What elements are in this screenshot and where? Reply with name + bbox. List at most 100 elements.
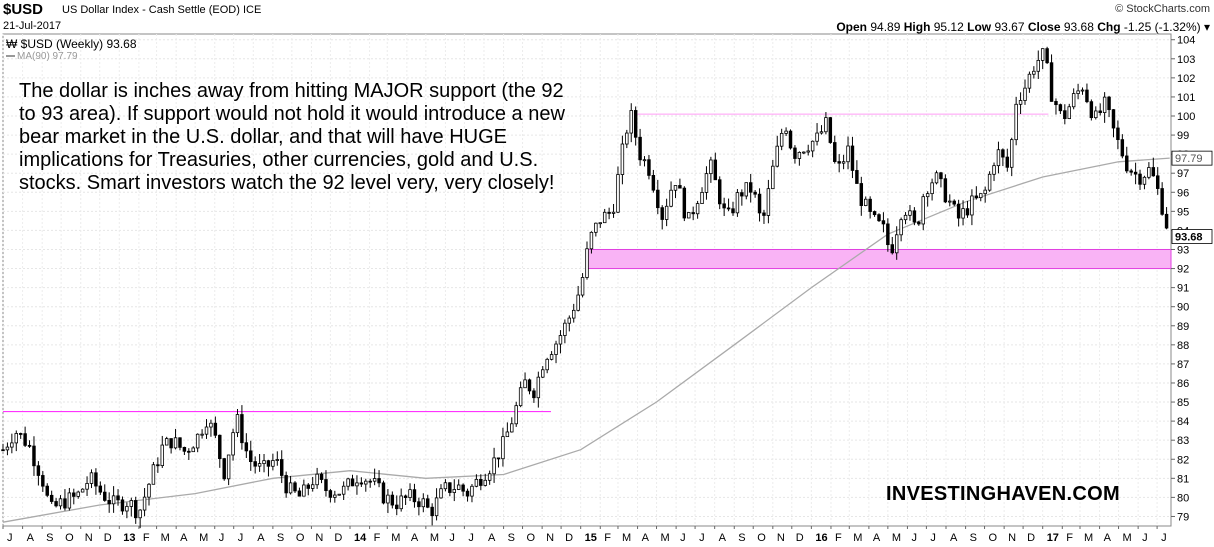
candle-body <box>846 145 850 163</box>
y-tick-label: 89 <box>1177 321 1189 333</box>
x-tick-label: 17 <box>1047 532 1059 544</box>
y-tick-label: 97 <box>1177 168 1189 180</box>
candle-body <box>748 182 753 193</box>
candle-body <box>894 234 899 254</box>
candle-body <box>1023 87 1027 101</box>
x-tick-label: D <box>1027 532 1035 544</box>
candle-body <box>32 445 36 467</box>
candle-body <box>572 309 576 319</box>
candle-body <box>1125 155 1129 172</box>
candle-body <box>496 457 501 460</box>
candle-body <box>855 170 859 184</box>
candle-body <box>257 463 262 467</box>
candle-body <box>558 335 563 345</box>
candle-body <box>594 222 598 233</box>
candle-body <box>620 143 625 175</box>
candle-body <box>98 485 103 493</box>
dropdown-arrow-icon[interactable]: ▾ <box>1203 20 1210 34</box>
x-tick-label: M <box>661 532 670 544</box>
x-tick-label: O <box>757 532 766 544</box>
candle-body <box>660 207 664 220</box>
candle-body <box>67 492 72 509</box>
candle-body <box>1080 89 1085 92</box>
candle-body <box>151 464 156 485</box>
watermark: INVESTINGHAVEN.COM <box>886 483 1120 505</box>
candle-body <box>1133 171 1138 175</box>
candle-body <box>54 501 58 507</box>
candle-body <box>793 147 797 159</box>
candle-body <box>492 457 496 475</box>
candle-body <box>806 150 810 153</box>
candle-body <box>545 358 549 371</box>
candle-body <box>5 446 10 451</box>
candle-body <box>642 159 647 162</box>
candle-body <box>510 423 514 433</box>
candle-body <box>731 208 735 214</box>
candle-body <box>695 203 700 215</box>
x-tick-label: 16 <box>815 532 827 544</box>
candle-body <box>302 484 306 497</box>
x-tick-label: J <box>1161 532 1167 544</box>
exchange-text: ICE <box>242 4 262 16</box>
y-tick-label: 85 <box>1177 397 1189 409</box>
candle-body <box>691 212 695 215</box>
x-tick-label: 15 <box>585 532 597 544</box>
candlestick-layer <box>1 46 1169 529</box>
candle-body <box>735 192 740 214</box>
candle-body <box>381 482 386 504</box>
legend-main-text: $USD (Weekly) 93.68 <box>20 37 137 51</box>
candle-body <box>333 494 337 498</box>
candle-body <box>182 446 187 452</box>
candle-body <box>1120 139 1125 157</box>
candle-body <box>979 193 983 199</box>
candle-body <box>72 492 76 497</box>
candle-body <box>704 173 709 193</box>
candle-body <box>589 231 594 250</box>
candle-body <box>1138 173 1142 185</box>
candle-legend-icon: ₩ <box>6 37 18 51</box>
candle-body <box>41 475 45 487</box>
candle-body <box>430 506 434 517</box>
x-tick-label: A <box>488 532 496 544</box>
candle-body <box>399 495 403 510</box>
candle-body <box>147 483 151 498</box>
candle-body <box>983 189 987 195</box>
candle-body <box>771 165 775 190</box>
y-tick-label: 95 <box>1177 206 1189 218</box>
candle-body <box>1089 101 1094 119</box>
candle-body <box>355 482 359 487</box>
candle-body <box>859 183 864 206</box>
candle-body <box>501 436 505 460</box>
candle-body <box>169 438 173 449</box>
candle-body <box>386 494 390 504</box>
candle-body <box>377 478 381 484</box>
candle-body <box>956 203 961 219</box>
candle-body <box>1107 96 1111 111</box>
candle-body <box>204 426 209 435</box>
y-tick-label: 81 <box>1177 473 1189 485</box>
candle-body <box>527 379 532 392</box>
candle-body <box>89 472 94 484</box>
candle-body <box>992 165 996 175</box>
candle-body <box>934 172 939 184</box>
support-zone-layer <box>585 248 1172 270</box>
annotation-text: The dollar is inches away from hitting M… <box>19 80 565 194</box>
candle-body <box>563 322 567 336</box>
y-tick-label: 93 <box>1177 244 1189 256</box>
candle-body <box>1001 149 1005 158</box>
candle-body <box>359 482 364 485</box>
candle-body <box>253 461 257 467</box>
candle-body <box>107 499 111 505</box>
candle-body <box>1063 110 1067 120</box>
candle-body <box>607 211 611 214</box>
y-tick-label: 103 <box>1177 54 1195 66</box>
x-tick-label: 13 <box>123 532 135 544</box>
candle-body <box>346 478 350 487</box>
x-tick-label: A <box>257 532 265 544</box>
x-tick-label: J <box>1142 532 1148 544</box>
candle-body <box>1147 167 1151 178</box>
candle-body <box>567 317 572 324</box>
y-tick-label: 99 <box>1177 130 1189 142</box>
x-tick-label: A <box>411 532 419 544</box>
candle-body <box>779 132 784 147</box>
